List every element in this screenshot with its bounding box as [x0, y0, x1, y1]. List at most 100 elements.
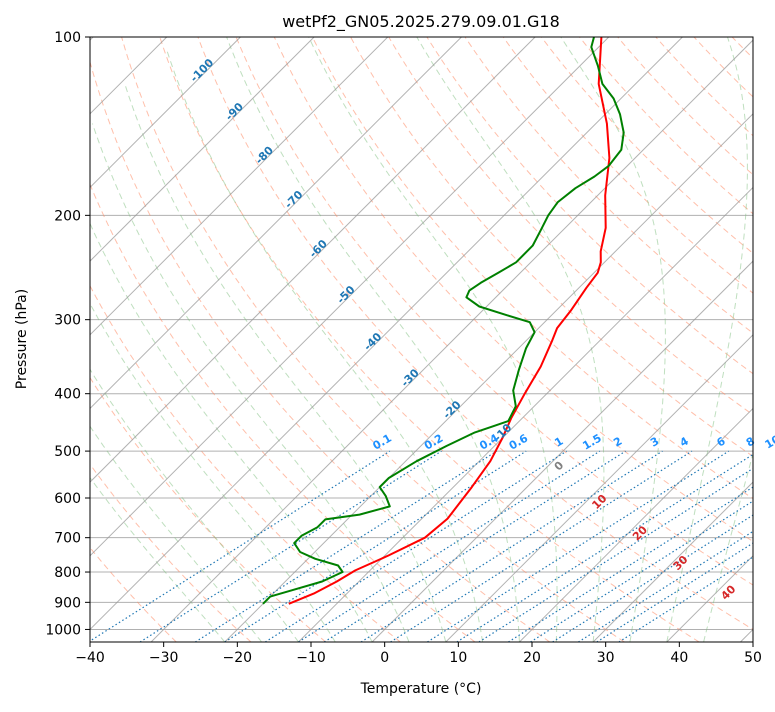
mixing-ratio-line [427, 450, 730, 642]
dry-adiabat-line [235, 37, 753, 586]
moist-adiabat-line [90, 476, 226, 642]
mixing-ratio-line [390, 450, 693, 642]
dry-adiabat-line [731, 37, 753, 59]
dry-adiabat-line [159, 37, 700, 642]
x-tick-label: 30 [597, 650, 615, 666]
x-tick-label: 20 [523, 650, 541, 666]
dry-adiabat-line [388, 37, 753, 416]
line-labels: -100-90-80-70-60-50-40-30-20-100.1 0.2 0.4… [188, 56, 775, 603]
isotherm-line [371, 260, 753, 642]
isotherm-line [90, 37, 683, 631]
temperature-profile-line [288, 37, 611, 605]
isotherm-line [445, 334, 753, 642]
mixing-ratio-line [90, 450, 391, 642]
moist-adiabat-label: 20 [630, 523, 650, 543]
moist-adiabat-line [666, 37, 748, 642]
mixing-ratio-label: 8 [744, 435, 757, 450]
mixing-ratio-line [194, 450, 498, 642]
x-axis-label: Temperature (°C) [360, 681, 482, 697]
isotherm-line [519, 407, 753, 642]
mixing-ratio-label: 6 [714, 434, 727, 449]
dry-adiabat-line [757, 24, 775, 642]
mixing-ratio-label: 0.1 [370, 432, 393, 453]
mixing-ratio-line [323, 450, 626, 642]
dry-adiabat-line [578, 37, 753, 215]
dry-adiabat-line [90, 376, 327, 642]
dry-adiabat-line [350, 37, 753, 458]
moist-adiabat-line [703, 452, 753, 642]
dry-adiabat-line [693, 37, 753, 98]
y-tick-label: 100 [54, 30, 81, 46]
mixing-ratio-label: 1.5 [580, 432, 603, 453]
dry-adiabat-line [540, 37, 753, 254]
isotherm-line [90, 37, 462, 410]
mixing-ratio-line [298, 450, 601, 642]
moist-adiabat-line [90, 368, 299, 642]
moist-adiabat-label: 0 [552, 459, 567, 474]
axes: −40 −30 −20 −10 0 10 20 30 40 5010020030040050060… [45, 30, 762, 666]
chart-title: wetPf2_GN05.2025.279.09.01.G18 [282, 12, 560, 32]
isotherm-line [90, 37, 241, 189]
moist-adiabat-line [166, 49, 484, 642]
isotherm-label: -30 [399, 366, 422, 389]
y-tick-label: 600 [54, 491, 81, 507]
mixing-ratio-line [530, 500, 753, 642]
isotherm-line [90, 37, 315, 262]
mixing-ratio-label: 2 [611, 435, 624, 450]
isotherm-line [90, 37, 536, 483]
mixing-ratio-line [478, 467, 753, 642]
dry-adiabat-line [90, 463, 252, 642]
y-tick-label: 400 [54, 387, 81, 403]
dry-adiabat-line [90, 60, 551, 642]
x-tick-label: −20 [223, 650, 253, 666]
isotherm-label: -50 [334, 283, 357, 306]
mixing-ratio-line [456, 453, 753, 642]
x-tick-label: 40 [670, 650, 688, 666]
dry-adiabat-line [121, 37, 625, 642]
mixing-ratio-line [360, 450, 663, 642]
dry-adiabat-line [90, 183, 476, 642]
x-tick-label: −10 [296, 650, 326, 666]
y-tick-label: 300 [54, 313, 81, 329]
moist-adiabat-line [308, 37, 558, 642]
mixing-ratio-line [264, 450, 568, 642]
mixing-ratio-label: 0.6 [507, 431, 531, 452]
dry-adiabat-line [273, 37, 753, 543]
moist-adiabat-line [560, 37, 666, 642]
moist-adiabat-line [226, 37, 520, 642]
moist-adiabat-line [90, 222, 373, 642]
isotherm-line [90, 37, 610, 557]
mixing-ratio-line [618, 556, 753, 642]
y-tick-label: 1000 [45, 622, 81, 638]
x-tick-label: −40 [75, 650, 105, 666]
y-tick-label: 800 [54, 565, 81, 581]
dry-adiabat-line [655, 37, 753, 137]
dry-adiabat-line [311, 37, 753, 500]
isotherm-label: -20 [440, 398, 463, 421]
isotherm-line [150, 39, 753, 642]
mixing-ratio-label: 1 [552, 435, 565, 450]
x-tick-label: 10 [449, 650, 467, 666]
plot-frame [89, 36, 754, 643]
dewpoint-profile-line [262, 37, 625, 605]
dry-adiabat-line [197, 37, 753, 630]
isotherm-label: -70 [282, 188, 305, 211]
isotherm-label: -60 [307, 237, 330, 260]
isotherm-line [592, 481, 753, 642]
isotherm-label: -100 [188, 56, 217, 85]
y-axis-label: Pressure (hPa) [14, 289, 30, 389]
moist-adiabat-line [90, 302, 336, 642]
isotherm-label: -90 [223, 100, 246, 123]
profile-lines [262, 37, 625, 605]
y-tick-label: 900 [54, 595, 81, 611]
mixing-ratio-label: 10 [763, 432, 775, 451]
x-tick-label: 50 [744, 650, 762, 666]
moist-adiabat-label: 40 [718, 582, 738, 602]
isotherm-line [298, 186, 753, 642]
isotherm-line [224, 113, 753, 642]
moist-adiabat-line [416, 37, 605, 642]
isotherm-label: -40 [361, 330, 384, 353]
x-tick-label: −30 [149, 650, 179, 666]
